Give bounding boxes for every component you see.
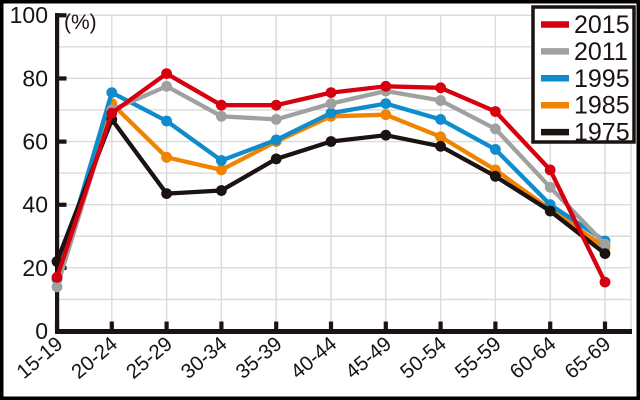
x-axis-tick [328,321,334,330]
y-axis-label: 0 [35,318,48,344]
legend-label-1975: 1975 [574,119,630,147]
series-point-2011 [161,80,173,92]
series-point-1975 [161,188,173,200]
y-axis-tick [59,76,67,81]
series-point-2015 [51,271,63,283]
series-point-2015 [380,80,392,92]
y-axis-line [55,13,60,333]
x-axis-tick [548,321,553,330]
series-point-2015 [599,276,611,288]
series-point-1975 [490,170,501,182]
x-axis-tick [383,321,388,330]
series-point-2015 [161,68,173,79]
series-point-2015 [106,107,118,119]
series-point-2015 [270,99,282,111]
y-axis-tick [59,202,67,207]
series-point-2015 [544,164,556,176]
y-axis-label: 20 [22,255,48,281]
series-point-1995 [216,155,227,166]
series-point-2015 [216,99,227,111]
series-point-2015 [325,87,337,98]
legend-label-1995: 1995 [574,65,630,93]
y-axis-tick [59,139,67,144]
x-axis-tick [602,321,608,330]
series-point-2011 [51,281,63,293]
y-axis-tick [59,13,67,18]
series-point-1975 [325,136,337,147]
series-point-2011 [544,181,556,193]
x-axis-tick [274,321,279,330]
series-point-2011 [435,95,446,106]
series-point-1995 [270,134,282,146]
y-axis-label: 100 [10,2,48,28]
series-point-1995 [490,144,501,155]
legend-label-1985: 1985 [574,92,630,120]
x-axis-tick [493,321,498,330]
series-point-2015 [490,106,501,117]
series-point-2011 [270,114,282,125]
y-axis-label: 60 [22,129,48,155]
y-axis-unit-label: (%) [64,11,97,34]
legend-box [531,5,636,144]
series-point-1995 [380,98,392,109]
series-point-2011 [490,123,501,135]
series-point-1975 [544,205,556,217]
series-point-1975 [599,248,611,259]
series-point-1995 [161,115,173,127]
legend-label-2011: 2011 [574,38,628,66]
series-point-1975 [216,185,227,196]
series-point-1975 [380,129,392,141]
series-point-1985 [161,151,173,163]
y-axis-label: 40 [22,192,48,218]
series-point-1995 [325,107,337,119]
series-point-1975 [270,153,282,165]
series-point-2011 [216,110,227,122]
x-axis-tick [54,321,60,330]
series-point-1995 [106,87,118,98]
series-point-1975 [435,140,446,152]
x-axis-line [55,329,632,334]
x-axis-tick [438,321,443,330]
series-point-1995 [435,114,446,125]
x-axis-tick [164,321,169,330]
series-point-2011 [599,238,611,250]
series-point-2011 [325,98,337,109]
series-point-1985 [216,164,227,176]
x-axis-tick [109,321,114,330]
x-axis-tick [219,321,224,330]
y-axis-label: 80 [22,65,48,91]
series-point-2015 [435,82,446,94]
legend-label-2015: 2015 [574,11,630,39]
series-point-1985 [380,109,392,121]
series-point-1985 [435,131,446,143]
